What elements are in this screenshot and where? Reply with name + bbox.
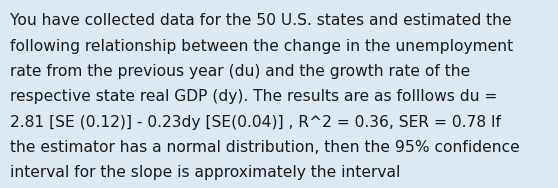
Text: interval for the slope is approximately the interval: interval for the slope is approximately … xyxy=(10,165,401,180)
Text: respective state real GDP (dy). The results are as folllows du =: respective state real GDP (dy). The resu… xyxy=(10,89,497,104)
Text: You have collected data for the 50 U.S. states and estimated the: You have collected data for the 50 U.S. … xyxy=(10,13,512,28)
Text: the estimator has a normal distribution, then the 95% confidence: the estimator has a normal distribution,… xyxy=(10,140,520,155)
Text: following relationship between the change in the unemployment: following relationship between the chang… xyxy=(10,39,513,54)
Text: 2.81 [SE (0.12)] - 0.23dy [SE(0.04)] , R^2 = 0.36, SER = 0.78 If: 2.81 [SE (0.12)] - 0.23dy [SE(0.04)] , R… xyxy=(10,115,501,130)
Text: rate from the previous year (du) and the growth rate of the: rate from the previous year (du) and the… xyxy=(10,64,470,79)
